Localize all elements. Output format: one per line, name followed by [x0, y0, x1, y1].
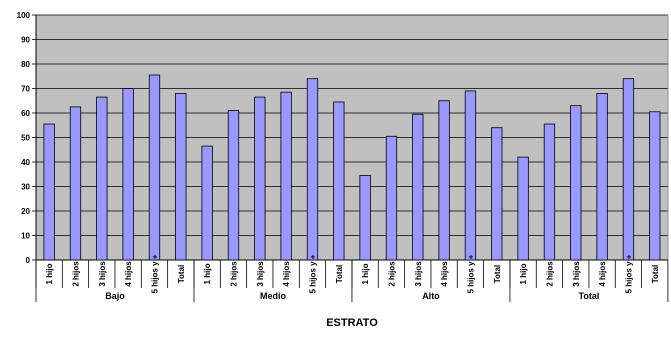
category-label: 2 hijos	[71, 261, 80, 287]
y-tick-label: 50	[21, 134, 30, 143]
category-label: Total	[493, 265, 502, 284]
category-label: 4 hijos	[124, 261, 133, 287]
y-tick-label: 90	[21, 36, 30, 45]
bar	[543, 123, 556, 261]
y-tick-label: 20	[21, 207, 30, 216]
y-tick-label: 80	[21, 60, 30, 69]
bar	[596, 93, 608, 261]
bar	[385, 135, 398, 261]
category-label: 1 hijo	[519, 263, 528, 284]
bar	[43, 123, 55, 261]
bar	[175, 93, 187, 261]
category-label: Total	[177, 265, 186, 284]
bar	[254, 96, 266, 261]
category-label: 2 hijos	[229, 261, 238, 287]
group-label: Medio	[260, 291, 287, 301]
y-tick-label: 100	[17, 11, 31, 20]
bar	[69, 106, 82, 261]
bar	[227, 110, 240, 261]
bar	[491, 127, 503, 261]
bar	[122, 88, 134, 261]
y-tick-label: 60	[21, 109, 30, 118]
bar	[622, 78, 635, 261]
category-label: Total	[651, 265, 660, 284]
category-label: 1 hijo	[203, 263, 212, 284]
category-label: 3 hijos	[98, 261, 107, 287]
category-label: 3 hijos	[414, 261, 423, 287]
bar	[333, 101, 345, 261]
bar	[96, 96, 108, 261]
category-label: 5 hijos y +	[624, 254, 633, 293]
category-label: 4 hijos	[440, 261, 449, 287]
category-label: Total	[335, 265, 344, 284]
bar	[359, 175, 371, 261]
category-label: 5 hijos y +	[308, 254, 317, 293]
bar	[464, 90, 477, 261]
bar	[438, 100, 450, 261]
bar	[649, 111, 661, 261]
category-label: 1 hijo	[361, 263, 370, 284]
y-tick-label: 0	[26, 256, 31, 265]
bar	[412, 113, 424, 261]
category-label: 2 hijos	[387, 261, 396, 287]
bar	[570, 105, 582, 261]
category-label: 3 hijos	[572, 261, 581, 287]
category-label: 1 hijo	[45, 263, 54, 284]
bar	[517, 156, 529, 261]
bar	[148, 74, 161, 261]
y-tick-label: 30	[21, 183, 30, 192]
bar	[306, 78, 319, 261]
group-label: Bajo	[105, 291, 125, 301]
group-label: Alto	[422, 291, 440, 301]
bar	[201, 145, 213, 261]
bar	[280, 91, 292, 261]
category-label: 5 hijos y +	[150, 254, 159, 293]
group-label: Total	[579, 291, 600, 301]
y-tick-label: 10	[21, 232, 30, 241]
category-label: 3 hijos	[256, 261, 265, 287]
category-label: 4 hijos	[598, 261, 607, 287]
category-label: 2 hijos	[545, 261, 554, 287]
y-tick-label: 70	[21, 85, 30, 94]
y-tick-label: 40	[21, 158, 30, 167]
category-label: 5 hijos y +	[466, 254, 475, 293]
category-label: 4 hijos	[282, 261, 291, 287]
x-axis-title: ESTRATO	[326, 317, 378, 329]
